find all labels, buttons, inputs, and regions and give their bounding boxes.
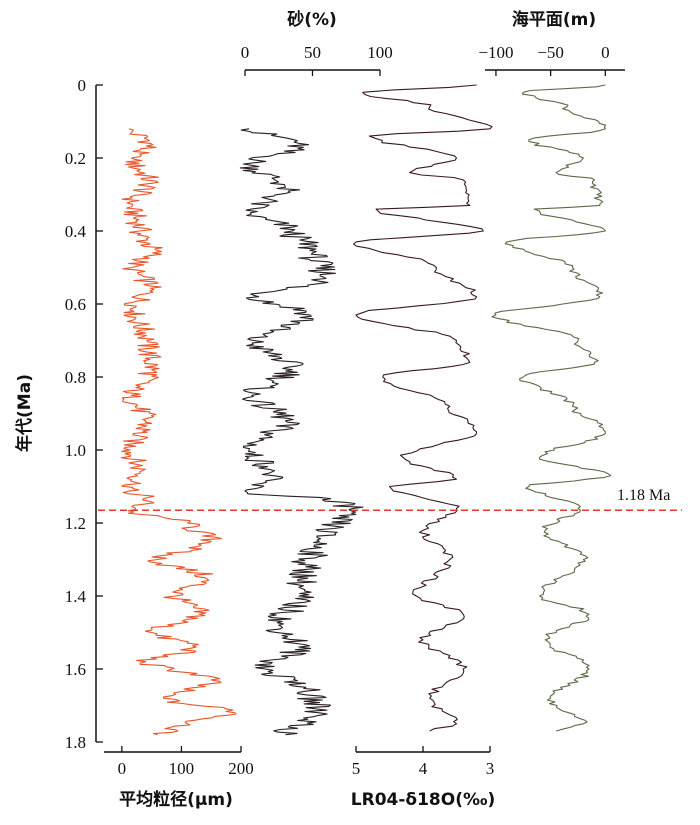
sand-tick-label: 50 bbox=[304, 43, 321, 62]
sand-series-line bbox=[239, 128, 364, 736]
sand-axis-title: 砂(%) bbox=[287, 9, 337, 30]
age-tick-label: 1.8 bbox=[65, 733, 86, 752]
sand-tick-label: 0 bbox=[241, 43, 250, 62]
sea-level-panel: −100 −50 0 海平面(m) bbox=[478, 9, 625, 732]
age-axis-title: 年代(Ma) bbox=[14, 374, 35, 452]
age-tick-label: 1.4 bbox=[65, 587, 87, 606]
age-tick-label: 0.4 bbox=[65, 222, 87, 241]
d18o-panel: 5 4 3 LR04-δ18O(‰) bbox=[351, 84, 495, 810]
threshold-label: 1.18 Ma bbox=[617, 487, 670, 504]
grain-size-axis-title: 平均粒径(μm) bbox=[119, 789, 233, 810]
grain-size-tick-label: 0 bbox=[118, 759, 127, 778]
grain-size-tick-label: 200 bbox=[228, 759, 254, 778]
d18o-series-line bbox=[353, 84, 493, 732]
sea-level-tick-label: −50 bbox=[537, 43, 564, 62]
sea-level-axis-title: 海平面(m) bbox=[512, 9, 596, 30]
sea-level-tick-label: 0 bbox=[601, 43, 610, 62]
d18o-tick-label: 4 bbox=[419, 759, 428, 778]
age-tick-label: 0 bbox=[78, 76, 87, 95]
age-tick-label: 1.2 bbox=[65, 514, 86, 533]
grain-size-series-line bbox=[120, 128, 237, 736]
threshold-annotation: 1.18 Ma bbox=[98, 487, 682, 511]
sea-level-series-line bbox=[491, 84, 612, 732]
d18o-axis-title: LR04-δ18O(‰) bbox=[351, 790, 495, 810]
sand-panel: 0 50 100 砂(%) bbox=[239, 9, 393, 736]
d18o-tick-label: 5 bbox=[352, 759, 361, 778]
age-axis: 0 0.2 0.4 0.6 0.8 1.0 1.2 1.4 1.6 1.8 年代(Ma) bbox=[14, 76, 103, 752]
age-tick-label: 0.8 bbox=[65, 368, 86, 387]
d18o-tick-label: 3 bbox=[486, 759, 495, 778]
sea-level-tick-label: −100 bbox=[478, 43, 513, 62]
grain-size-panel: 0 100 200 平均粒径(μm) bbox=[104, 128, 254, 810]
age-tick-label: 0.2 bbox=[65, 149, 86, 168]
age-tick-label: 1.0 bbox=[65, 441, 86, 460]
age-tick-label: 0.6 bbox=[65, 295, 86, 314]
age-tick-label: 1.6 bbox=[65, 660, 86, 679]
grain-size-tick-label: 100 bbox=[169, 759, 195, 778]
sand-tick-label: 100 bbox=[367, 43, 393, 62]
